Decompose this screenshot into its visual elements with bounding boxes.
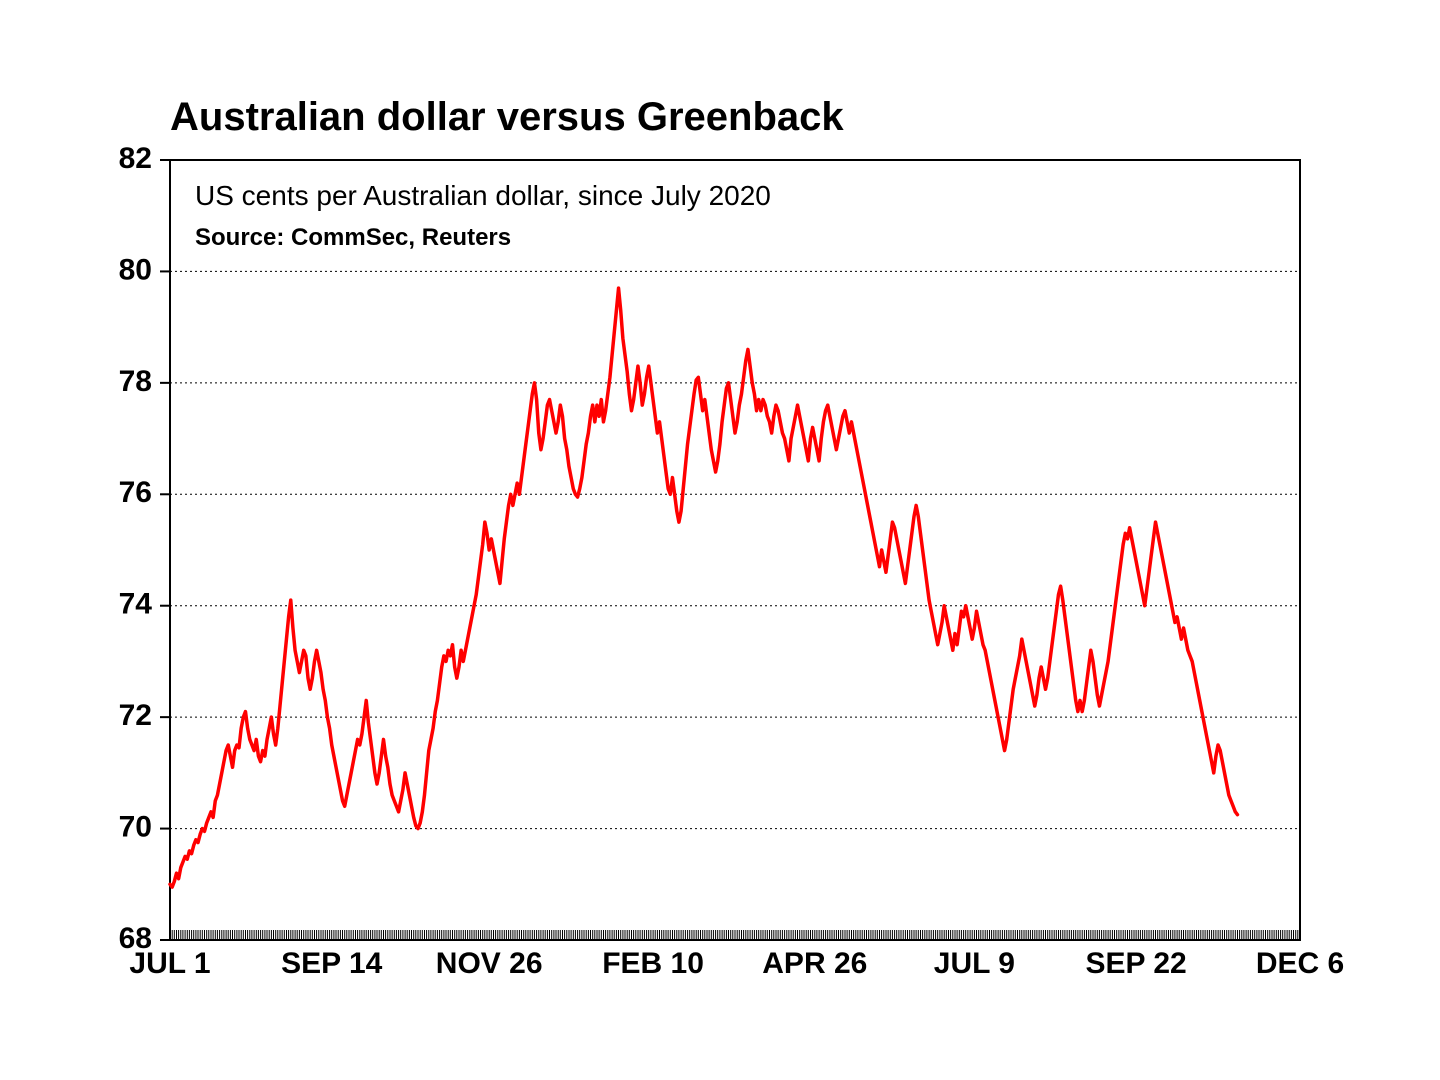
xtick-label: SEP 22 (1086, 947, 1187, 980)
ytick-label: 76 (119, 476, 152, 509)
chart-title: Australian dollar versus Greenback (170, 95, 844, 139)
xtick-label: JUL 9 (934, 947, 1015, 980)
xtick-label: APR 26 (762, 947, 867, 980)
ytick-label: 70 (119, 810, 152, 843)
xtick-label: DEC 6 (1256, 947, 1344, 980)
xtick-label: JUL 1 (129, 947, 210, 980)
xtick-label: SEP 14 (281, 947, 383, 980)
chart-subtitle: US cents per Australian dollar, since Ju… (195, 180, 771, 211)
ytick-label: 82 (119, 142, 152, 175)
xtick-label: FEB 10 (602, 947, 704, 980)
ytick-label: 74 (119, 588, 153, 621)
xtick-label: NOV 26 (436, 947, 543, 980)
chart-source: Source: CommSec, Reuters (195, 224, 511, 251)
chart-container: Australian dollar versus Greenback687072… (0, 0, 1440, 1080)
chart-svg: Australian dollar versus Greenback687072… (0, 0, 1440, 1080)
ytick-label: 72 (119, 699, 152, 732)
ytick-label: 80 (119, 253, 152, 286)
ytick-label: 78 (119, 365, 152, 398)
